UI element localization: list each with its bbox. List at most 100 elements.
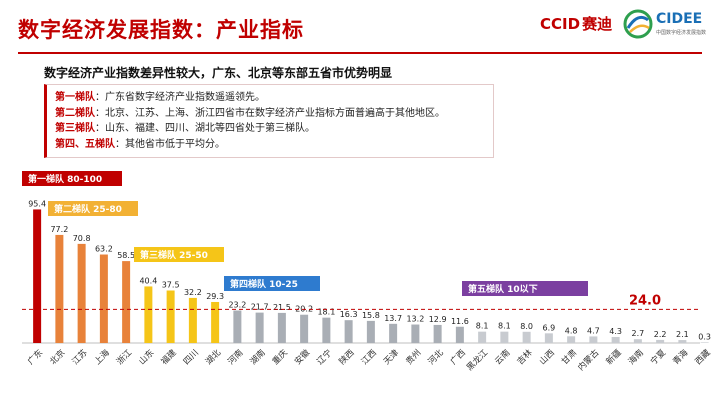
data-label: 15.8 xyxy=(362,311,380,320)
data-label: 8.1 xyxy=(498,322,511,331)
tier-note-label: 第四、五梯队 xyxy=(55,138,115,150)
category-label: 江西 xyxy=(360,348,379,367)
category-label: 福建 xyxy=(159,347,179,367)
bar xyxy=(700,342,709,343)
bar xyxy=(166,290,175,343)
category-label: 四川 xyxy=(182,348,201,367)
category-label: 山西 xyxy=(537,347,557,367)
data-label: 23.2 xyxy=(228,301,246,310)
ccid-logo-text: CCID xyxy=(540,15,581,33)
bar xyxy=(522,331,531,343)
bar xyxy=(99,254,108,343)
category-label: 广东 xyxy=(25,347,45,367)
data-label: 0.3 xyxy=(698,332,711,341)
category-label: 内蒙古 xyxy=(576,347,602,373)
bar xyxy=(433,324,442,343)
bar xyxy=(389,323,398,343)
data-label: 2.1 xyxy=(676,330,689,339)
title-divider xyxy=(18,52,702,54)
data-label: 18.1 xyxy=(317,308,335,317)
cidee-emblem-icon xyxy=(623,9,653,39)
category-label: 西藏 xyxy=(693,347,713,367)
category-label: 黑龙江 xyxy=(464,347,490,373)
bar xyxy=(33,209,42,343)
data-label: 4.3 xyxy=(609,327,622,336)
category-label: 甘肃 xyxy=(559,347,579,367)
bar xyxy=(656,339,665,343)
data-label: 6.9 xyxy=(543,323,556,332)
data-label: 8.1 xyxy=(476,322,489,331)
category-label: 河南 xyxy=(226,347,246,367)
tier-label: 第二梯队 25-80 xyxy=(54,203,122,215)
data-label: 13.2 xyxy=(406,315,424,324)
category-label: 湖南 xyxy=(248,347,268,367)
data-label: 32.2 xyxy=(184,288,202,297)
bar xyxy=(344,320,353,343)
ccid-logo: CCID 赛迪 xyxy=(540,13,612,34)
tier-note-text: ：山东、福建、四川、湖北等四省处于第三梯队。 xyxy=(95,123,315,134)
tier-label: 第三梯队 25-50 xyxy=(140,249,208,261)
tier-label: 第五梯队 10以下 xyxy=(468,283,538,295)
tier-label: 第四梯队 10-25 xyxy=(230,278,298,290)
data-label: 4.7 xyxy=(587,326,600,335)
data-label: 40.4 xyxy=(139,276,157,285)
bar xyxy=(144,286,153,343)
bar xyxy=(188,297,197,343)
tier-note-text: ：其他省市低于平均分。 xyxy=(115,138,225,150)
data-label: 12.9 xyxy=(429,315,447,324)
bar xyxy=(277,312,286,343)
category-label: 广西 xyxy=(448,347,468,367)
tier-note: 第一梯队：广东省数字经济产业指数遥遥领先。 xyxy=(55,90,485,106)
category-label: 吉林 xyxy=(515,347,535,367)
data-label: 2.7 xyxy=(632,329,645,338)
category-label: 山东 xyxy=(137,347,157,367)
data-label: 11.6 xyxy=(451,317,469,326)
tier-note-text: ：北京、江苏、上海、浙江四省市在数字经济产业指标方面普遍高于其他地区。 xyxy=(95,107,445,119)
bar xyxy=(478,331,487,343)
data-label: 95.4 xyxy=(28,199,46,208)
category-label: 新疆 xyxy=(604,347,624,367)
data-label: 63.2 xyxy=(95,245,113,254)
category-label: 海南 xyxy=(626,347,646,367)
bar xyxy=(255,312,264,343)
data-label: 21.7 xyxy=(251,303,269,312)
bar xyxy=(567,336,576,343)
category-label: 上海 xyxy=(92,347,112,367)
category-label: 云南 xyxy=(493,347,513,367)
tier-label-box xyxy=(134,247,224,262)
bar xyxy=(322,317,331,343)
category-label: 青海 xyxy=(671,347,691,367)
bar xyxy=(233,310,242,343)
bar xyxy=(55,234,64,343)
page-title: 数字经济发展指数：产业指标 xyxy=(18,18,304,42)
tier-label-box xyxy=(224,276,320,291)
data-label: 21.5 xyxy=(273,303,291,312)
category-label: 安徽 xyxy=(292,347,312,367)
ccid-logo-cn: 赛迪 xyxy=(582,15,613,33)
bar xyxy=(366,320,375,343)
category-label: 贵州 xyxy=(404,347,424,367)
data-label: 29.3 xyxy=(206,292,224,301)
data-label: 2.2 xyxy=(654,330,667,339)
data-label: 58.5 xyxy=(117,251,135,260)
bar xyxy=(122,261,131,343)
tier-note-label: 第三梯队 xyxy=(55,123,95,134)
tier-note: 第四、五梯队：其他省市低于平均分。 xyxy=(55,137,485,153)
data-label: 37.5 xyxy=(162,281,180,290)
tier-note-label: 第一梯队 xyxy=(55,92,95,103)
category-label: 天津 xyxy=(381,347,401,367)
bar xyxy=(411,324,420,343)
bar xyxy=(633,339,642,343)
tier-note-text: ：广东省数字经济产业指数遥遥领先。 xyxy=(95,92,265,103)
tier-notes-box: 第一梯队：广东省数字经济产业指数遥遥领先。 第二梯队：北京、江苏、上海、浙江四省… xyxy=(44,84,494,158)
category-label: 河北 xyxy=(426,347,446,367)
tier-label-box xyxy=(48,201,138,216)
bar xyxy=(678,340,687,343)
tier-note: 第三梯队：山东、福建、四川、湖北等四省处于第三梯队。 xyxy=(55,121,485,137)
data-label: 4.8 xyxy=(565,326,578,335)
tier-label-box xyxy=(22,171,122,186)
category-label: 湖北 xyxy=(204,348,223,367)
category-label: 浙江 xyxy=(114,347,134,367)
tier-note-label: 第二梯队 xyxy=(55,107,95,119)
